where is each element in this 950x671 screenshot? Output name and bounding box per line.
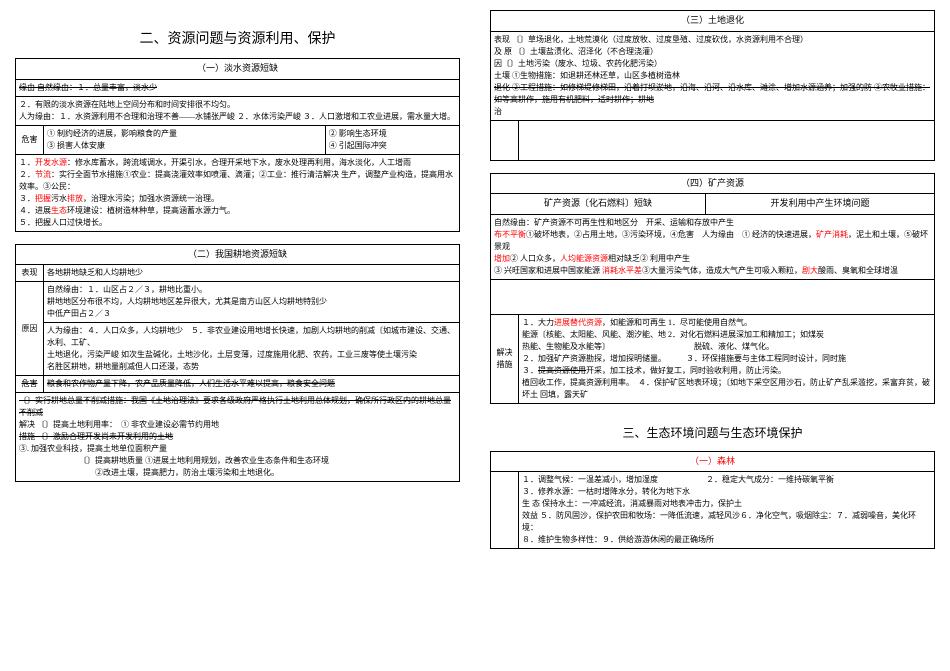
t5-content: １．调整气候：一温差减小，增加湿度 ２．稳定大气成分：一维持碳氧平衡 ３．修养水… xyxy=(519,472,935,549)
table-minerals: （四）矿产资源 矿产资源〔化石燃料〕短缺 开发利用中产生环境问题 自然缘由：矿产… xyxy=(490,173,935,404)
table-freshwater: （一）淡水资源短缺 缘由 自然缘由：１．总量丰富，淡水少 ２．有限的淡水资源在陆… xyxy=(15,58,460,232)
page-right: （三）土地退化 表现 〔〕草场退化，土地荒漠化（过度放牧、过度垦殖、过度砍伐，水… xyxy=(475,0,950,671)
t1-r1: 缘由 自然缘由：１．总量丰富，淡水少 xyxy=(16,79,460,96)
table-land-degradation: （三）土地退化 表现 〔〕草场退化，土地荒漠化（过度放牧、过度垦殖、过度砍伐，水… xyxy=(490,10,935,161)
t2-causes-a: 自然缘由：１．山区占２／３，耕地比重小。 耕地地区分布很不均，人均耕地地区差异很… xyxy=(44,282,460,323)
t4-title-c: 开发利用中产生环境问题 xyxy=(705,194,934,215)
t5-title: （一）森林 xyxy=(491,451,935,472)
t4-sol-label: 解决措施 xyxy=(491,314,519,403)
table-farmland: （二）我国耕地资源短缺 表现 各地耕地缺乏和人均耕地少 原因 自然缘由：１．山区… xyxy=(15,244,460,483)
heading-1: 二、资源问题与资源利用、保护 xyxy=(15,28,460,48)
t2-harm: 粮食和农作物产量下降，农产品质量降低，人们生活水平难以提高，粮食安全问题 xyxy=(44,376,460,393)
t1-harm-label: 危害 xyxy=(16,125,44,154)
t4-title-b: 矿产资源〔化石燃料〕短缺 xyxy=(491,194,706,215)
t4-title-a: （四）矿产资源 xyxy=(491,173,935,194)
t3-content: 表现 〔〕草场退化，土地荒漠化（过度放牧、过度垦殖、过度砍伐，水资源利用不合理）… xyxy=(491,31,935,120)
t1-row2: ２．有限的淡水资源在陆地上空间分布和时间安排很不均匀。 人为缘由：１．水资源利用… xyxy=(16,96,460,125)
t2-solutions: 〔〕实行耕地总量不削减措施：我国《土地治理法》要求各级政府严格执行土地利用总体规… xyxy=(16,393,460,482)
table-forest: （一）森林 １．调整气候：一温差减小，增加湿度 ２．稳定大气成分：一维持碳氧平衡… xyxy=(490,451,935,550)
t4-causes: 自然缘由：矿产资源不可再生性和地区分 开采、运输和存放中产生 布不平衡①破坏地表… xyxy=(491,214,935,279)
t2-r1-label: 表现 xyxy=(16,265,44,282)
t2-r1: 各地耕地缺乏和人均耕地少 xyxy=(44,265,460,282)
t1-solutions: １．开发水源：修水库蓄水，跨流域调水，开渠引水，合理开采地下水，废水处理再利用，… xyxy=(16,154,460,231)
t1-harm-c1: ① 制约经济的进展，影响粮食的产量 ③ 损害人体安康 xyxy=(44,125,326,154)
t2-cause-label: 原因 xyxy=(16,282,44,376)
page-left: 二、资源问题与资源利用、保护 （一）淡水资源短缺 缘由 自然缘由：１．总量丰富，… xyxy=(0,0,475,671)
t1-harm-c2: ② 影响生态环境 ④ 引起国际冲突 xyxy=(325,125,459,154)
heading-2: 三、生态环境问题与生态环境保护 xyxy=(490,424,935,441)
t2-causes-b: 人为缘由：４．人口众多，人均耕地少 ５．非农业建设用地增长快速，加剧人均耕地的削… xyxy=(44,323,460,376)
t3-title: （三）土地退化 xyxy=(491,11,935,32)
t4-solutions: １．大力进展替代资源，如能源和可再生 1．尽可能使用自然气。 能源〔核能、太阳能… xyxy=(519,314,935,403)
t2-harm-label: 危害 xyxy=(16,376,44,393)
t1-title: （一）淡水资源短缺 xyxy=(16,59,460,80)
t2-title: （二）我国耕地资源短缺 xyxy=(16,244,460,265)
